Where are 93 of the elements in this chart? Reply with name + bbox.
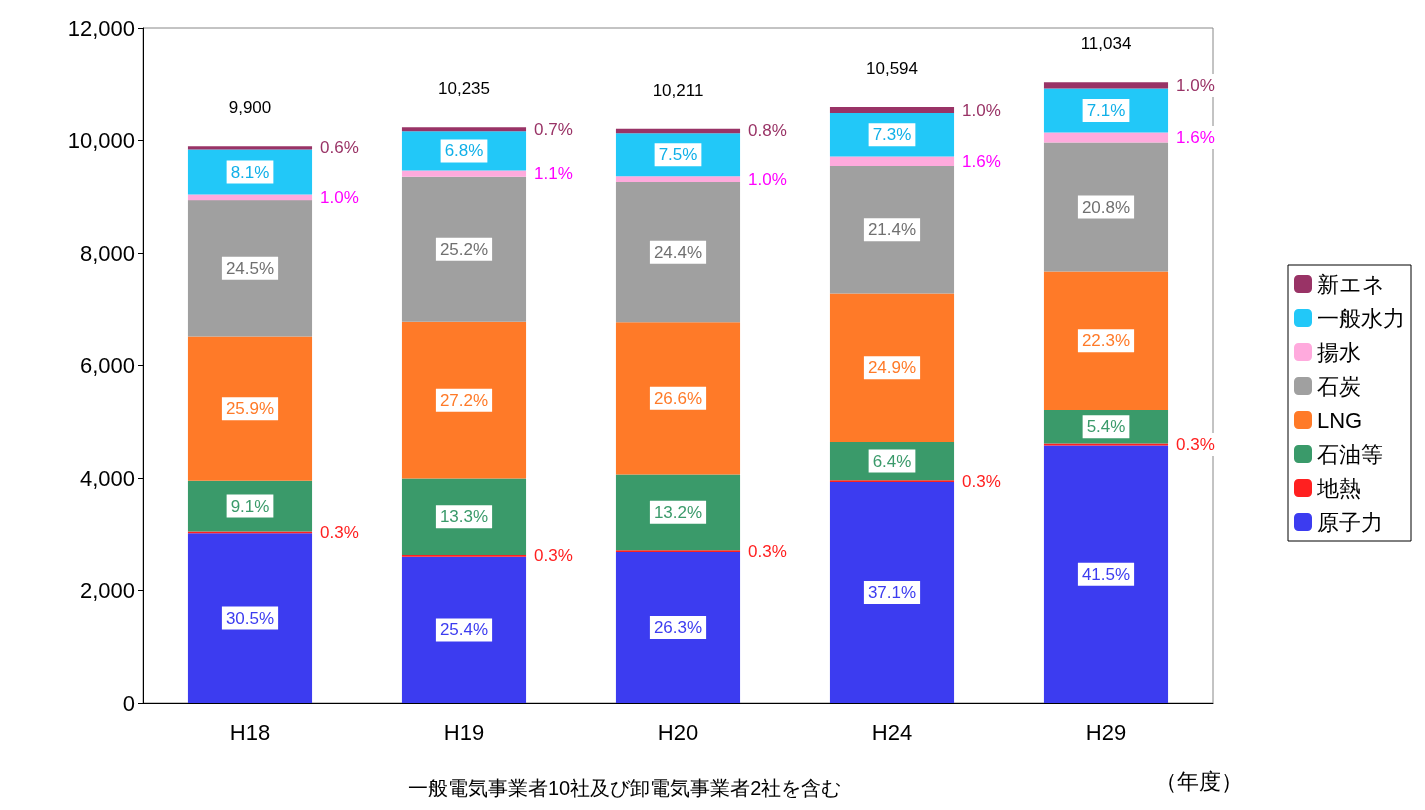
annotation: 30.5% — [225, 608, 275, 628]
annotation: 7.1% — [1086, 101, 1126, 121]
annotation: 0.3% — [320, 522, 359, 542]
bar — [401, 478, 527, 556]
legend-label: 一般水力 — [1317, 305, 1405, 331]
annotation: 37.1% — [867, 582, 917, 602]
annotation: 13.3% — [439, 507, 489, 527]
bar — [1043, 271, 1169, 411]
annotation: 1.6% — [1176, 128, 1215, 148]
annotation: 0.3% — [962, 471, 1001, 491]
annotation: 0.7% — [534, 119, 573, 139]
annotation: 25.9% — [225, 399, 275, 419]
y-tick-label: 8,000 — [79, 240, 135, 266]
annotation: 20.8% — [1081, 197, 1131, 217]
annotation: 21.4% — [867, 220, 917, 240]
bar — [401, 176, 527, 322]
annotation: 1.6% — [962, 151, 1001, 171]
annotation: 7.5% — [658, 145, 698, 165]
annotation: 41.5% — [1081, 564, 1131, 584]
x-tick-label: H20 — [657, 719, 699, 745]
x-tick-label: H24 — [871, 719, 913, 745]
annotation: 26.6% — [653, 388, 703, 408]
bar — [187, 146, 313, 150]
annotation: 25.4% — [439, 620, 489, 640]
annotation: 1.0% — [962, 100, 1001, 120]
annotation: 8.1% — [230, 162, 270, 182]
x-tick-label: H19 — [443, 719, 485, 745]
bar — [829, 107, 955, 114]
annotation: 1.0% — [320, 187, 359, 207]
annotation: 6.4% — [872, 451, 912, 471]
annotation: 13.2% — [653, 502, 703, 522]
annotation: 0.3% — [748, 541, 787, 561]
annotation: 5.4% — [1086, 417, 1126, 437]
bar — [829, 166, 955, 294]
y-tick-label: 6,000 — [79, 353, 135, 378]
legend-label: 地熱 — [1316, 475, 1361, 501]
legend-label: 揚水 — [1317, 339, 1361, 365]
bar — [187, 336, 313, 481]
annotation: 24.4% — [653, 242, 703, 262]
bar — [187, 533, 313, 703]
legend-label: LNG — [1317, 407, 1363, 433]
total-label: 11,034 — [1080, 34, 1132, 54]
annotation: 0.8% — [748, 121, 787, 141]
annotation: 24.5% — [225, 258, 275, 278]
bar — [615, 551, 741, 703]
annotation: 27.2% — [439, 390, 489, 410]
bar — [1043, 82, 1169, 89]
bar — [615, 182, 741, 323]
bar — [615, 176, 741, 183]
legend-label: 石油等 — [1317, 441, 1383, 467]
total-label: 9,900 — [228, 98, 272, 118]
annotation: 26.3% — [653, 617, 703, 637]
legend-label: 新エネ — [1317, 271, 1385, 297]
bar — [187, 200, 313, 337]
y-tick-label: 0 — [122, 690, 135, 716]
y-tick-label: 4,000 — [79, 465, 135, 491]
bar — [187, 194, 313, 201]
bar — [401, 127, 527, 132]
bar — [1043, 132, 1169, 143]
annotation: 24.9% — [867, 358, 917, 378]
bar — [401, 556, 527, 703]
bar — [401, 170, 527, 177]
annotation: 1.0% — [1176, 75, 1215, 95]
bar — [1043, 142, 1169, 272]
x-tick-label: H18 — [229, 719, 271, 745]
y-tick-label: 10,000 — [67, 128, 135, 153]
total-label: 10,211 — [652, 80, 704, 100]
annotation: 0.3% — [534, 546, 573, 566]
annotation: 25.2% — [439, 239, 489, 259]
legend-label: 石炭 — [1317, 373, 1361, 399]
bar — [1043, 445, 1169, 703]
annotation: 1.1% — [534, 164, 573, 184]
bar — [615, 474, 741, 551]
annotation: 0.6% — [320, 138, 359, 158]
x-tick-label: H29 — [1085, 719, 1127, 745]
y-tick-label: 2,000 — [79, 578, 135, 603]
bar — [401, 321, 527, 479]
text: 一般電気事業者10社及び卸電気事業者2社を含む — [408, 777, 842, 799]
total-label: 10,235 — [438, 79, 490, 99]
annotation: 6.8% — [444, 141, 484, 161]
bar — [829, 293, 955, 442]
annotation: 22.3% — [1081, 331, 1131, 351]
annotation: 0.3% — [1176, 435, 1215, 454]
bar — [615, 322, 741, 475]
y-tick-label: 12,000 — [67, 15, 135, 41]
annotation: 9.1% — [230, 496, 270, 516]
total-label: 10,594 — [866, 59, 918, 79]
x-axis-title: （年度） — [1155, 768, 1243, 794]
annotation: 7.3% — [872, 125, 912, 145]
legend-label: 原子力 — [1317, 509, 1383, 535]
bar — [829, 481, 955, 703]
bar — [829, 156, 955, 167]
annotation: 1.0% — [748, 169, 787, 189]
